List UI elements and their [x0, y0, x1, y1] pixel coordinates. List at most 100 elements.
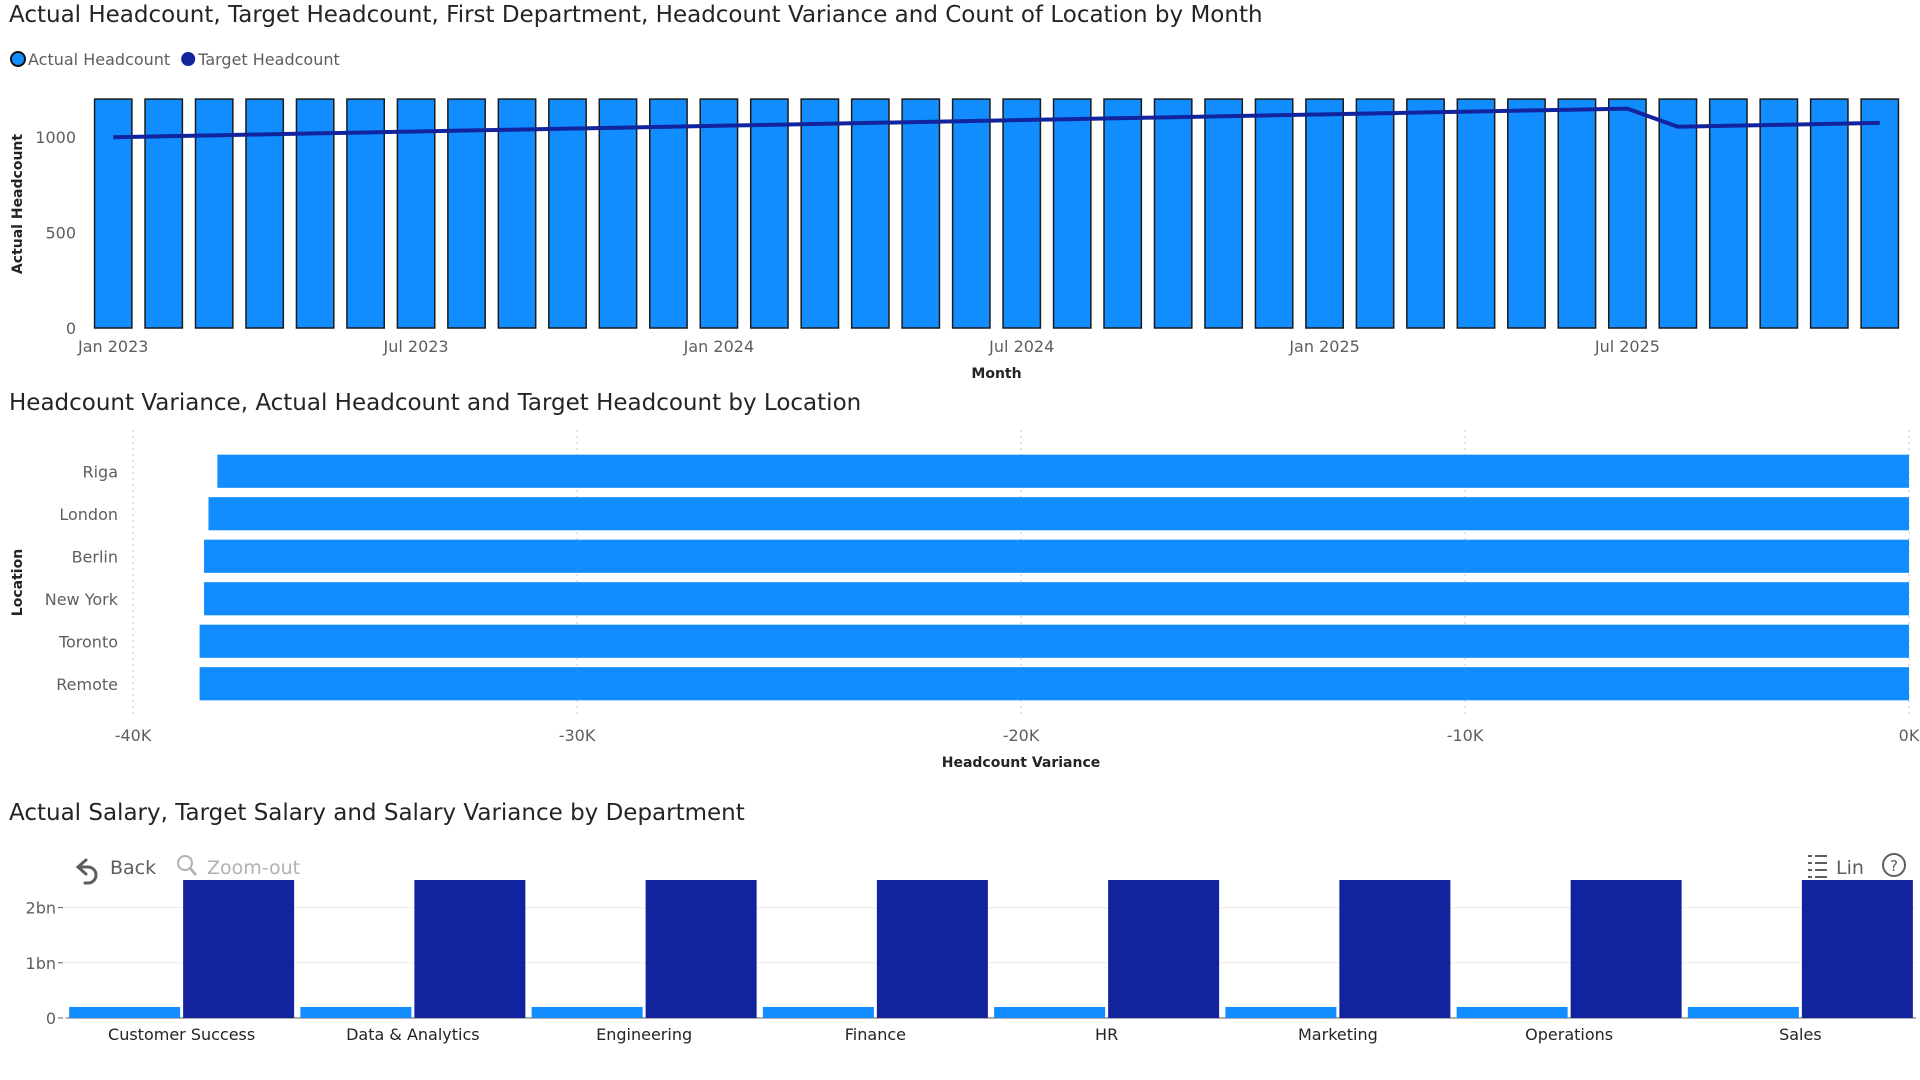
actual-headcount-bar[interactable] [1557, 98, 1597, 329]
chart3-category-label: HR [1095, 1025, 1118, 1044]
actual-headcount-bar[interactable] [1355, 98, 1395, 329]
headcount-variance-bar[interactable] [204, 539, 1909, 573]
salary-series-2-bar[interactable] [1108, 880, 1220, 1018]
actual-headcount-bar[interactable] [1052, 98, 1092, 329]
actual-headcount-bar[interactable] [699, 98, 739, 329]
actual-headcount-bar[interactable] [1406, 98, 1445, 329]
actual-headcount-bar[interactable] [295, 98, 335, 329]
actual-headcount-bar[interactable] [800, 98, 840, 329]
actual-headcount-bar[interactable] [749, 98, 789, 329]
chart1-x-tick: Jul 2023 [383, 337, 449, 356]
chart3-category-label: Customer Success [108, 1025, 255, 1044]
chart1-x-axis-title: Month [971, 366, 1021, 382]
actual-headcount-bar[interactable] [93, 98, 133, 329]
chart2-category-label: Riga [82, 462, 118, 481]
actual-headcount-bar[interactable] [497, 98, 537, 329]
headcount-variance-bar[interactable] [199, 624, 1910, 658]
actual-headcount-bar[interactable] [1759, 98, 1799, 329]
headcount-variance-bar[interactable] [217, 454, 1910, 488]
chart1-x-tick: Jan 2023 [77, 337, 148, 356]
zoom-out-button[interactable]: Zoom-out [177, 855, 300, 879]
salary-series-1-bar[interactable] [1225, 1006, 1337, 1018]
help-button[interactable]: ? [1882, 853, 1906, 877]
salary-series-1-bar[interactable] [531, 1006, 643, 1018]
actual-headcount-bar[interactable] [1507, 98, 1546, 329]
headcount-variance-bar[interactable] [199, 667, 1910, 701]
salary-series-2-bar[interactable] [645, 880, 757, 1018]
salary-series-2-bar[interactable] [876, 880, 988, 1018]
headcount-by-month-svg: Actual Headcount Target Headcount 0 500 1000… [10, 50, 1900, 382]
zoom-out-icon-handle [189, 867, 197, 876]
chart1-x-tick: Jul 2024 [988, 337, 1054, 356]
actual-headcount-bar[interactable] [1305, 98, 1344, 329]
scale-toggle-button[interactable]: Lin [1808, 855, 1864, 879]
chart3-category-label: Data & Analytics [346, 1025, 480, 1044]
actual-headcount-bar[interactable] [396, 98, 436, 329]
chart2-x-tick: -40K [115, 726, 152, 745]
actual-headcount-bar[interactable] [1254, 98, 1294, 329]
actual-headcount-bar[interactable] [548, 98, 587, 329]
headcount-variance-by-location-chart: Headcount Variance, Actual Headcount and… [0, 390, 1920, 780]
legend-item-1[interactable]: Target Headcount [181, 50, 340, 69]
salary-series-2-bar[interactable] [1570, 880, 1682, 1018]
actual-headcount-bar[interactable] [901, 98, 941, 329]
salary-series-2-bar[interactable] [1801, 880, 1913, 1018]
actual-headcount-bar[interactable] [1002, 98, 1042, 329]
actual-headcount-bar[interactable] [951, 98, 991, 329]
chart2-category-label: New York [45, 590, 119, 609]
chart2-x-tick: 0K [1899, 726, 1920, 745]
actual-headcount-bar[interactable] [649, 98, 688, 329]
chart1-x-tick: Jul 2025 [1594, 337, 1660, 356]
actual-headcount-bar[interactable] [598, 98, 638, 329]
salary-series-1-bar[interactable] [69, 1006, 181, 1018]
headcount-variance-bar[interactable] [204, 582, 1909, 616]
actual-headcount-bar[interactable] [1860, 98, 1900, 329]
salary-series-1-bar[interactable] [762, 1006, 874, 1018]
salary-series-1-bar[interactable] [300, 1006, 412, 1018]
salary-series-1-bar[interactable] [1687, 1006, 1799, 1018]
legend-label-1: Target Headcount [197, 50, 340, 69]
chart3-category-label: Finance [845, 1025, 906, 1044]
headcount-variance-bar[interactable] [208, 497, 1910, 531]
chart2-x-tick: -20K [1003, 726, 1040, 745]
actual-headcount-bar[interactable] [1204, 98, 1244, 329]
salary-series-1-bar[interactable] [994, 1006, 1106, 1018]
actual-headcount-bar[interactable] [1607, 98, 1647, 329]
chart3-category-label: Marketing [1298, 1025, 1378, 1044]
chart1-x-tick: Jan 2024 [683, 337, 754, 356]
actual-headcount-bar[interactable] [1708, 98, 1748, 329]
chart3-category-label: Engineering [596, 1025, 692, 1044]
actual-headcount-bar[interactable] [1809, 98, 1849, 329]
chart1-y-axis-title: Actual Headcount [10, 134, 26, 274]
chart1-legend[interactable]: Actual Headcount Target Headcount [10, 50, 340, 69]
actual-headcount-bar[interactable] [1658, 98, 1698, 329]
target-headcount-line[interactable] [113, 106, 1880, 140]
actual-headcount-bar[interactable] [1103, 98, 1143, 329]
salary-series-2-bar[interactable] [414, 880, 526, 1018]
chart1-y-tick: 1000 [35, 128, 76, 147]
salary-series-2-bar[interactable] [1339, 880, 1451, 1018]
actual-headcount-bar[interactable] [144, 98, 184, 329]
actual-headcount-bar[interactable] [447, 98, 486, 329]
legend-item-0[interactable]: Actual Headcount [10, 50, 170, 69]
help-icon [1882, 853, 1906, 877]
salary-series-2-bar[interactable] [183, 880, 295, 1018]
chart2-category-label: Berlin [72, 547, 118, 566]
chart3-y-tick: 0 [46, 1009, 56, 1028]
chart3-category-label: Operations [1525, 1025, 1613, 1044]
chart3-y-tick: 1bn [26, 954, 56, 973]
actual-headcount-bar[interactable] [1153, 98, 1193, 329]
help-icon-glyph: ? [1890, 857, 1898, 875]
chart2-title: Headcount Variance, Actual Headcount and… [9, 390, 862, 416]
actual-headcount-bar[interactable] [1456, 98, 1496, 329]
chart3-category-label: Sales [1779, 1025, 1822, 1044]
headcount-by-month-chart: Actual Headcount, Target Headcount, Firs… [0, 0, 1920, 390]
variance-by-location-svg: -40K -30K -20K -10K 0K Riga London Berlin New Yo… [10, 430, 1920, 771]
actual-headcount-bar[interactable] [850, 98, 890, 329]
back-button[interactable]: Back [75, 857, 156, 885]
back-arrow-icon [75, 858, 98, 885]
scale-toggle-label: Lin [1836, 857, 1864, 879]
actual-headcount-bar[interactable] [245, 98, 285, 329]
actual-headcount-bar[interactable] [346, 98, 386, 329]
salary-series-1-bar[interactable] [1456, 1006, 1568, 1018]
